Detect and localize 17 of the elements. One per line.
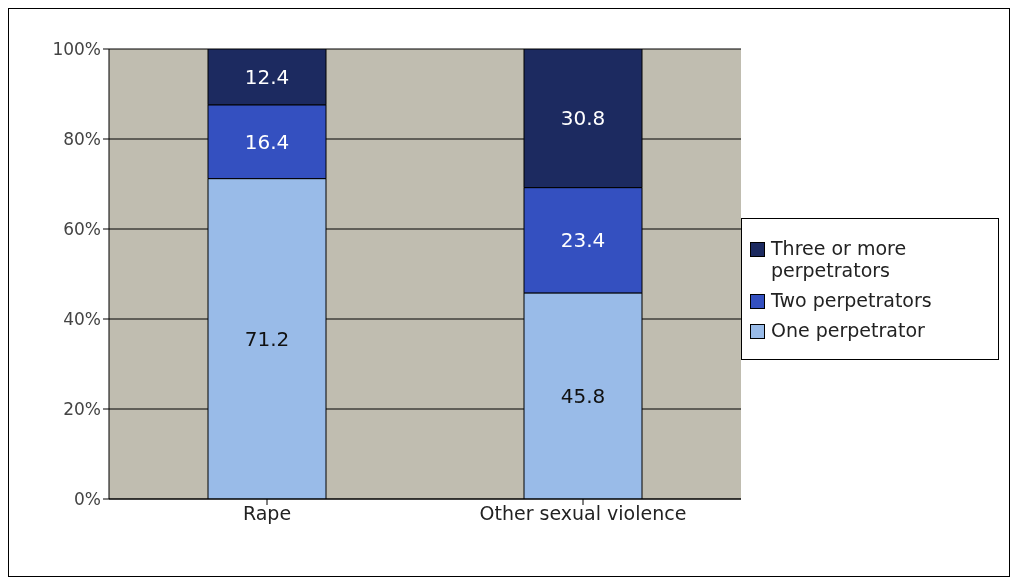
legend-label: Two perpetrators [771, 289, 932, 311]
data-label: 23.4 [560, 228, 606, 253]
legend-label: Three or more perpetrators [771, 237, 908, 281]
y-tick-label: 40% [63, 309, 101, 330]
x-tick-label: Rape [242, 502, 292, 525]
data-label: 16.4 [244, 129, 290, 154]
y-tick-label: 60% [63, 219, 101, 240]
y-tick-label: 20% [63, 399, 101, 420]
data-label: 12.4 [244, 65, 290, 89]
y-tick-label: 80% [63, 129, 101, 150]
data-label: 45.8 [560, 384, 606, 409]
data-label: 71.2 [244, 326, 290, 351]
y-tick-label: 0% [74, 489, 101, 510]
legend-label: One perpetrator [771, 319, 925, 341]
y-tick-label: 100% [52, 39, 101, 60]
data-label: 30.8 [560, 106, 606, 131]
x-tick-label: Other sexual violence [479, 502, 687, 525]
